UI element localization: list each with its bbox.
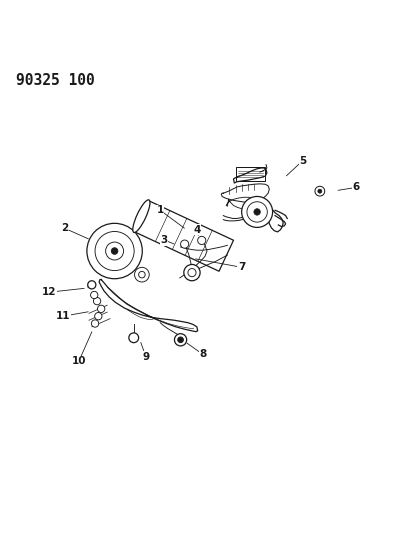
Text: 7: 7 (237, 262, 245, 272)
Circle shape (183, 264, 200, 281)
Text: 10: 10 (71, 357, 86, 366)
Circle shape (93, 297, 101, 305)
Circle shape (91, 320, 99, 327)
Text: 5: 5 (299, 156, 306, 166)
Ellipse shape (133, 200, 150, 232)
Circle shape (174, 334, 186, 346)
Text: 1: 1 (156, 205, 164, 215)
Circle shape (253, 209, 260, 215)
Circle shape (87, 223, 142, 279)
Circle shape (246, 202, 267, 222)
Circle shape (90, 292, 98, 298)
Text: 2: 2 (61, 223, 68, 233)
Text: 8: 8 (199, 350, 206, 359)
Text: 12: 12 (42, 287, 56, 297)
Text: 3: 3 (160, 235, 168, 245)
Text: 9: 9 (142, 352, 149, 362)
Circle shape (180, 240, 188, 248)
Circle shape (95, 231, 134, 271)
Circle shape (187, 269, 196, 277)
Text: 90325 100: 90325 100 (16, 73, 94, 88)
Circle shape (88, 281, 96, 289)
Circle shape (197, 236, 205, 245)
Text: 11: 11 (56, 311, 70, 321)
Circle shape (138, 271, 145, 278)
Circle shape (241, 197, 272, 228)
Circle shape (128, 333, 138, 343)
Circle shape (97, 305, 105, 312)
Circle shape (94, 312, 102, 320)
Circle shape (317, 189, 321, 193)
Circle shape (111, 248, 117, 254)
Circle shape (177, 337, 183, 343)
FancyBboxPatch shape (235, 167, 264, 181)
Circle shape (106, 242, 123, 260)
Circle shape (134, 268, 149, 282)
Text: 4: 4 (193, 225, 200, 235)
Circle shape (314, 186, 324, 196)
Text: 6: 6 (351, 182, 358, 192)
